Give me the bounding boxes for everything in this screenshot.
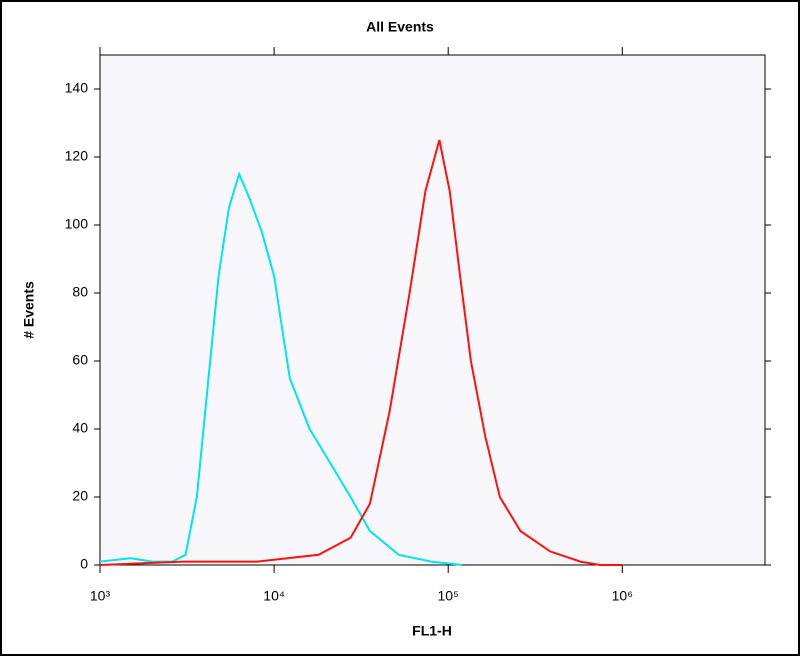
y-tick-label: 40 [72, 420, 88, 436]
x-tick-label: 10³ [90, 588, 111, 604]
x-tick-label: 10⁴ [263, 588, 285, 604]
y-axis-label: # Events [21, 281, 37, 339]
x-axis-label: FL1-H [412, 623, 452, 639]
y-tick-label: 20 [72, 488, 88, 504]
y-tick-label: 80 [72, 284, 88, 300]
histogram-line [99, 171, 463, 566]
x-tick-label: 10⁵ [438, 588, 459, 604]
y-tick-label: 60 [72, 352, 88, 368]
y-tick-label: 120 [65, 148, 89, 164]
y-tick-label: 100 [65, 216, 89, 232]
histogram-line [99, 139, 623, 566]
plot-area [99, 54, 766, 566]
y-tick-label: 0 [80, 556, 88, 572]
x-tick-label: 10⁶ [612, 588, 633, 604]
chart-title: All Events [366, 19, 434, 35]
y-tick-label: 140 [65, 80, 89, 96]
